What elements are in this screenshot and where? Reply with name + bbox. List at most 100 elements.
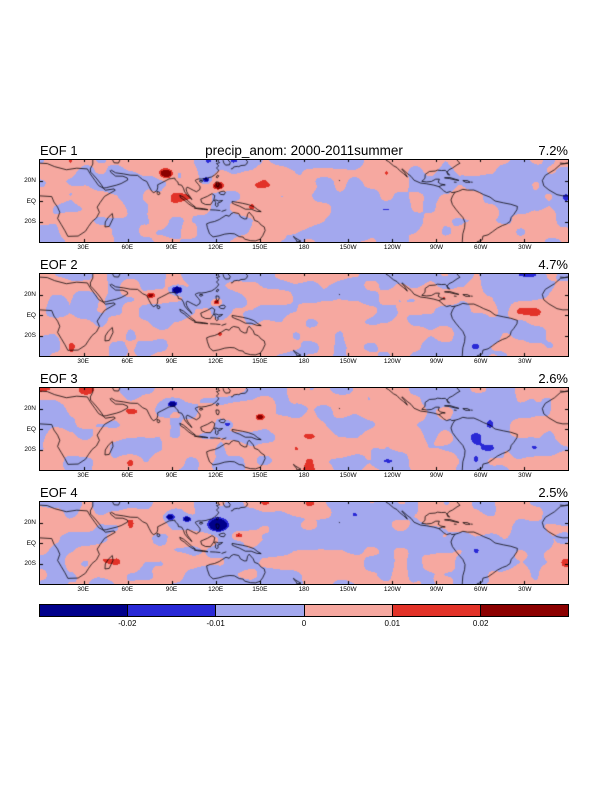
map-plot: 20N EQ 20S [24, 501, 569, 585]
eof-spatial-pattern-map [40, 160, 568, 242]
x-tick-label: 90E [165, 472, 178, 479]
x-tick-label: 30W [518, 472, 532, 479]
colorbar-tick-label: -0.02 [118, 619, 137, 628]
variance-value: 7.2% [538, 143, 568, 158]
y-tick-label: 20S [24, 560, 36, 567]
x-tick-label: 120E [208, 358, 224, 365]
eof-label: EOF 2 [40, 257, 78, 272]
colorbar-bar [39, 604, 569, 617]
x-tick-label: 150W [339, 358, 357, 365]
variance-value: 2.6% [538, 371, 568, 386]
x-tick-label: 150E [252, 586, 268, 593]
x-tick-label: 180 [298, 586, 310, 593]
x-tick-label: 60W [473, 244, 488, 251]
x-tick-label: 60E [121, 586, 134, 593]
colorbar-segment [216, 605, 305, 616]
x-tick-label: 150W [339, 472, 357, 479]
x-tick-label: 30E [77, 472, 89, 479]
colorbar-tick-label: 0 [301, 619, 307, 628]
x-tick-label: 90E [165, 358, 178, 365]
y-tick-label: 20N [24, 405, 36, 412]
map-plot: 20N EQ 20S [24, 273, 569, 357]
y-tick-label: 20N [24, 519, 36, 526]
x-tick-label: 120E [208, 472, 224, 479]
x-tick-label: 120W [383, 358, 401, 365]
colorbar-segment [128, 605, 217, 616]
colorbar-segment [392, 605, 481, 616]
x-tick-label: 90E [165, 586, 178, 593]
panel-header: EOF 2 4.7% [39, 256, 569, 273]
y-tick-label: 20S [24, 218, 36, 225]
eof-panel-2: EOF 2 4.7% 20N EQ 20S 30E 60E 90E 120E 150E 180… [24, 256, 569, 367]
colorbar-tick-label: 0.01 [384, 619, 401, 628]
x-tick-label: 30W [518, 244, 532, 251]
colorbar-segment [480, 605, 569, 616]
x-tick-label: 180 [298, 244, 310, 251]
eof-spatial-pattern-map [40, 502, 568, 584]
colorbar-tick-label: 0.02 [472, 619, 489, 628]
x-tick-label: 90W [429, 358, 444, 365]
x-tick-label: 120W [383, 586, 401, 593]
x-tick-label: 60W [473, 358, 488, 365]
x-tick-label: 90E [165, 244, 178, 251]
x-tick-label: 30E [77, 244, 89, 251]
longitude-axis: 30E 60E 90E 120E 150E 180 150W 120W 90W 60W 30W [39, 585, 569, 595]
y-tick-label: 20N [24, 291, 36, 298]
x-tick-label: 150E [252, 472, 268, 479]
y-tick-label: EQ [26, 197, 36, 205]
x-tick-label: 90W [429, 586, 444, 593]
longitude-axis: 30E 60E 90E 120E 150E 180 150W 120W 90W 60W 30W [39, 243, 569, 253]
colorbar-axis: -0.02 -0.01 0 0.01 0.02 [39, 617, 569, 629]
longitude-axis: 30E 60E 90E 120E 150E 180 150W 120W 90W 60W 30W [39, 357, 569, 367]
panel-header: EOF 4 2.5% [39, 484, 569, 501]
x-tick-label: 30W [518, 586, 532, 593]
x-tick-label: 60W [473, 472, 488, 479]
y-tick-label: 20S [24, 446, 36, 453]
x-tick-label: 120W [383, 244, 401, 251]
map-plot: 20N EQ 20S [24, 387, 569, 471]
eof-panel-1: EOF 1 precip_anom: 2000-2011summer 7.2% … [24, 142, 569, 253]
y-tick-label: EQ [26, 539, 36, 547]
eof-figure: EOF 1 precip_anom: 2000-2011summer 7.2% … [24, 142, 569, 629]
eof-spatial-pattern-map [40, 274, 568, 356]
colorbar: -0.02 -0.01 0 0.01 0.02 [39, 604, 569, 629]
x-tick-label: 180 [298, 358, 310, 365]
eof-label: EOF 4 [40, 485, 78, 500]
eof-label: EOF 3 [40, 371, 78, 386]
x-tick-label: 30W [518, 358, 532, 365]
x-tick-label: 150W [339, 586, 357, 593]
x-tick-label: 60E [121, 472, 134, 479]
colorbar-segment [40, 605, 129, 616]
figure-title: precip_anom: 2000-2011summer [205, 143, 403, 158]
x-tick-label: 120W [383, 472, 401, 479]
x-tick-label: 120E [208, 586, 224, 593]
variance-value: 4.7% [538, 257, 568, 272]
y-tick-label: 20N [24, 177, 36, 184]
x-tick-label: 60E [121, 358, 134, 365]
panel-header: EOF 3 2.6% [39, 370, 569, 387]
x-tick-label: 150W [339, 244, 357, 251]
eof-label: EOF 1 [40, 143, 78, 158]
eof-panel-4: EOF 4 2.5% 20N EQ 20S 30E 60E 90E 120E 150E 180… [24, 484, 569, 595]
x-tick-label: 150E [252, 358, 268, 365]
longitude-axis: 30E 60E 90E 120E 150E 180 150W 120W 90W 60W 30W [39, 471, 569, 481]
x-tick-label: 120E [208, 244, 224, 251]
x-tick-label: 180 [298, 472, 310, 479]
panel-header: EOF 1 precip_anom: 2000-2011summer 7.2% [39, 142, 569, 159]
colorbar-segment [304, 605, 393, 616]
map-plot: 20N EQ 20S [24, 159, 569, 243]
y-tick-label: 20S [24, 332, 36, 339]
x-tick-label: 90W [429, 244, 444, 251]
x-tick-label: 60E [121, 244, 134, 251]
eof-spatial-pattern-map [40, 388, 568, 470]
variance-value: 2.5% [538, 485, 568, 500]
y-tick-label: EQ [26, 425, 36, 433]
x-tick-label: 90W [429, 472, 444, 479]
x-tick-label: 60W [473, 586, 488, 593]
y-tick-label: EQ [26, 311, 36, 319]
colorbar-tick-label: -0.01 [206, 619, 225, 628]
x-tick-label: 30E [77, 586, 89, 593]
x-tick-label: 150E [252, 244, 268, 251]
x-tick-label: 30E [77, 358, 89, 365]
